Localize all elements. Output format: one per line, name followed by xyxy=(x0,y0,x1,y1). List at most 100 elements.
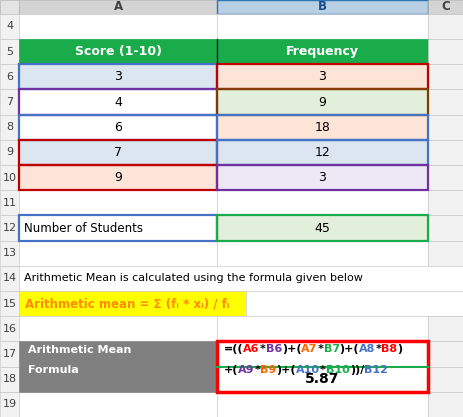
Text: 3: 3 xyxy=(114,70,122,83)
Bar xyxy=(19,190,217,216)
Text: *: * xyxy=(260,344,265,354)
Text: 17: 17 xyxy=(3,349,17,359)
Bar xyxy=(246,291,463,316)
Text: *: * xyxy=(375,344,382,354)
Bar xyxy=(0,90,19,115)
Bar xyxy=(0,291,19,316)
Bar xyxy=(428,216,463,241)
Text: 45: 45 xyxy=(314,221,331,234)
Text: =((: =(( xyxy=(224,344,243,354)
Bar xyxy=(19,316,217,342)
Text: 4: 4 xyxy=(6,21,13,31)
Bar xyxy=(0,190,19,216)
Bar xyxy=(428,64,463,90)
Bar xyxy=(19,64,217,90)
Text: 14: 14 xyxy=(3,274,17,284)
Bar xyxy=(0,216,19,241)
Bar xyxy=(0,316,19,342)
Text: 16: 16 xyxy=(3,324,17,334)
Text: 9: 9 xyxy=(319,95,326,108)
Text: B9: B9 xyxy=(260,364,276,374)
Bar xyxy=(19,392,217,417)
Bar xyxy=(19,165,217,190)
Bar xyxy=(19,90,217,115)
Bar xyxy=(19,39,217,64)
Text: B7: B7 xyxy=(324,344,340,354)
Text: B8: B8 xyxy=(382,344,398,354)
Bar xyxy=(217,216,428,241)
Bar xyxy=(19,64,217,90)
Text: +(: +( xyxy=(224,364,238,374)
Text: A7: A7 xyxy=(301,344,318,354)
Bar xyxy=(19,140,217,165)
Bar xyxy=(0,64,19,90)
Text: 3: 3 xyxy=(319,70,326,83)
Text: B10: B10 xyxy=(326,364,350,374)
Text: )+(: )+( xyxy=(282,344,301,354)
Bar xyxy=(217,115,428,140)
Bar xyxy=(217,0,428,14)
Text: 18: 18 xyxy=(3,374,17,384)
Text: 5.87: 5.87 xyxy=(305,372,340,386)
Bar xyxy=(428,90,463,115)
Bar xyxy=(428,392,463,417)
Bar xyxy=(19,241,217,266)
Bar xyxy=(19,291,246,316)
Text: 13: 13 xyxy=(3,248,17,258)
Bar xyxy=(19,216,217,241)
Bar xyxy=(0,367,19,392)
Bar xyxy=(19,266,463,291)
Bar xyxy=(0,165,19,190)
Text: Formula: Formula xyxy=(28,365,79,375)
Text: *: * xyxy=(320,364,326,374)
Text: 18: 18 xyxy=(314,121,331,134)
Bar xyxy=(0,342,19,367)
Bar xyxy=(19,115,217,140)
Bar xyxy=(0,115,19,140)
Text: C: C xyxy=(441,0,450,13)
Text: 3: 3 xyxy=(319,171,326,184)
Bar xyxy=(217,342,428,392)
Text: 7: 7 xyxy=(114,146,122,159)
Text: 6: 6 xyxy=(6,72,13,82)
Text: ))/: ))/ xyxy=(350,364,364,374)
Bar xyxy=(217,190,428,216)
Bar xyxy=(428,367,463,392)
Bar xyxy=(428,342,463,367)
Bar xyxy=(19,216,217,241)
Text: )+(: )+( xyxy=(276,364,296,374)
Bar xyxy=(217,392,428,417)
Text: 4: 4 xyxy=(114,95,122,108)
Text: 8: 8 xyxy=(6,122,13,132)
Bar xyxy=(428,165,463,190)
Text: B: B xyxy=(318,0,327,13)
Text: Arithmetic Mean is calculated using the formula given below: Arithmetic Mean is calculated using the … xyxy=(24,274,363,284)
Bar xyxy=(0,14,19,39)
Bar xyxy=(428,39,463,64)
Bar xyxy=(19,14,217,39)
Text: 12: 12 xyxy=(314,146,331,159)
Text: 15: 15 xyxy=(3,299,17,309)
Bar xyxy=(0,39,19,64)
Bar xyxy=(217,316,428,342)
Bar xyxy=(428,241,463,266)
Text: *: * xyxy=(318,344,324,354)
Bar xyxy=(217,140,428,165)
Bar xyxy=(217,216,428,241)
Bar xyxy=(428,140,463,165)
Bar xyxy=(428,316,463,342)
Bar xyxy=(428,14,463,39)
Text: B6: B6 xyxy=(265,344,282,354)
Bar xyxy=(0,0,19,14)
Text: A10: A10 xyxy=(296,364,320,374)
Text: Frequency: Frequency xyxy=(286,45,359,58)
Bar xyxy=(19,0,217,14)
Bar xyxy=(217,14,428,39)
Text: 9: 9 xyxy=(6,148,13,158)
Text: B12: B12 xyxy=(364,364,388,374)
Bar xyxy=(0,140,19,165)
Bar xyxy=(19,90,217,115)
Bar xyxy=(428,115,463,140)
Bar xyxy=(217,115,428,140)
Bar xyxy=(217,90,428,115)
